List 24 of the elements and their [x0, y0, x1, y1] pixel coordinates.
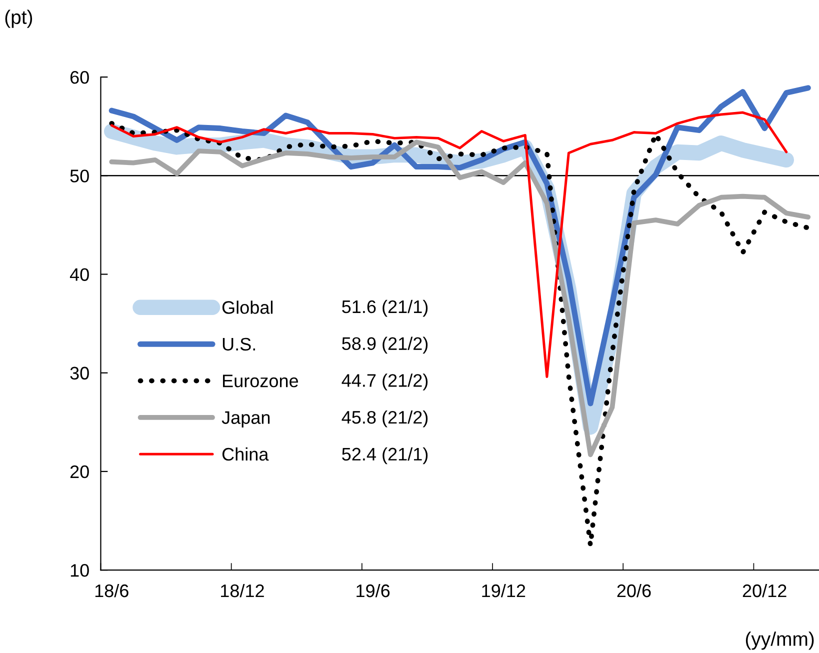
legend-label: China: [222, 447, 269, 461]
y-tick-label: 20: [70, 465, 89, 478]
x-tick-label: 19/12: [482, 584, 526, 598]
x-tick-label: 18/6: [95, 584, 128, 598]
annotation: 58.9 (21/2): [342, 336, 428, 354]
y-tick-label: 50: [70, 170, 89, 182]
x-axis-title: (yy/mm): [746, 632, 814, 650]
x-tick-label: 20/12: [742, 584, 786, 598]
legend-label: Eurozone: [223, 374, 298, 388]
annotation: 51.6 (21/1): [342, 300, 428, 317]
legend-label: U.S.: [222, 338, 255, 351]
x-tick-label: 19/6: [356, 584, 390, 598]
annotation: 44.7 (21/2): [342, 374, 428, 390]
x-tick-label: 20/6: [617, 584, 651, 598]
y-tick-label: 10: [70, 564, 89, 577]
y-tick-label: 30: [70, 366, 89, 380]
y-axis-title: (pt): [5, 10, 32, 28]
annotation: 52.4 (21/1): [342, 447, 428, 464]
x-tick-label: 18/12: [221, 584, 264, 598]
legend-label: Japan: [222, 411, 270, 428]
y-tick-label: 40: [70, 268, 89, 281]
y-tick-label: 60: [70, 70, 89, 84]
annotation: 45.8 (21/2): [342, 410, 428, 428]
legend-label: Global: [222, 300, 273, 314]
